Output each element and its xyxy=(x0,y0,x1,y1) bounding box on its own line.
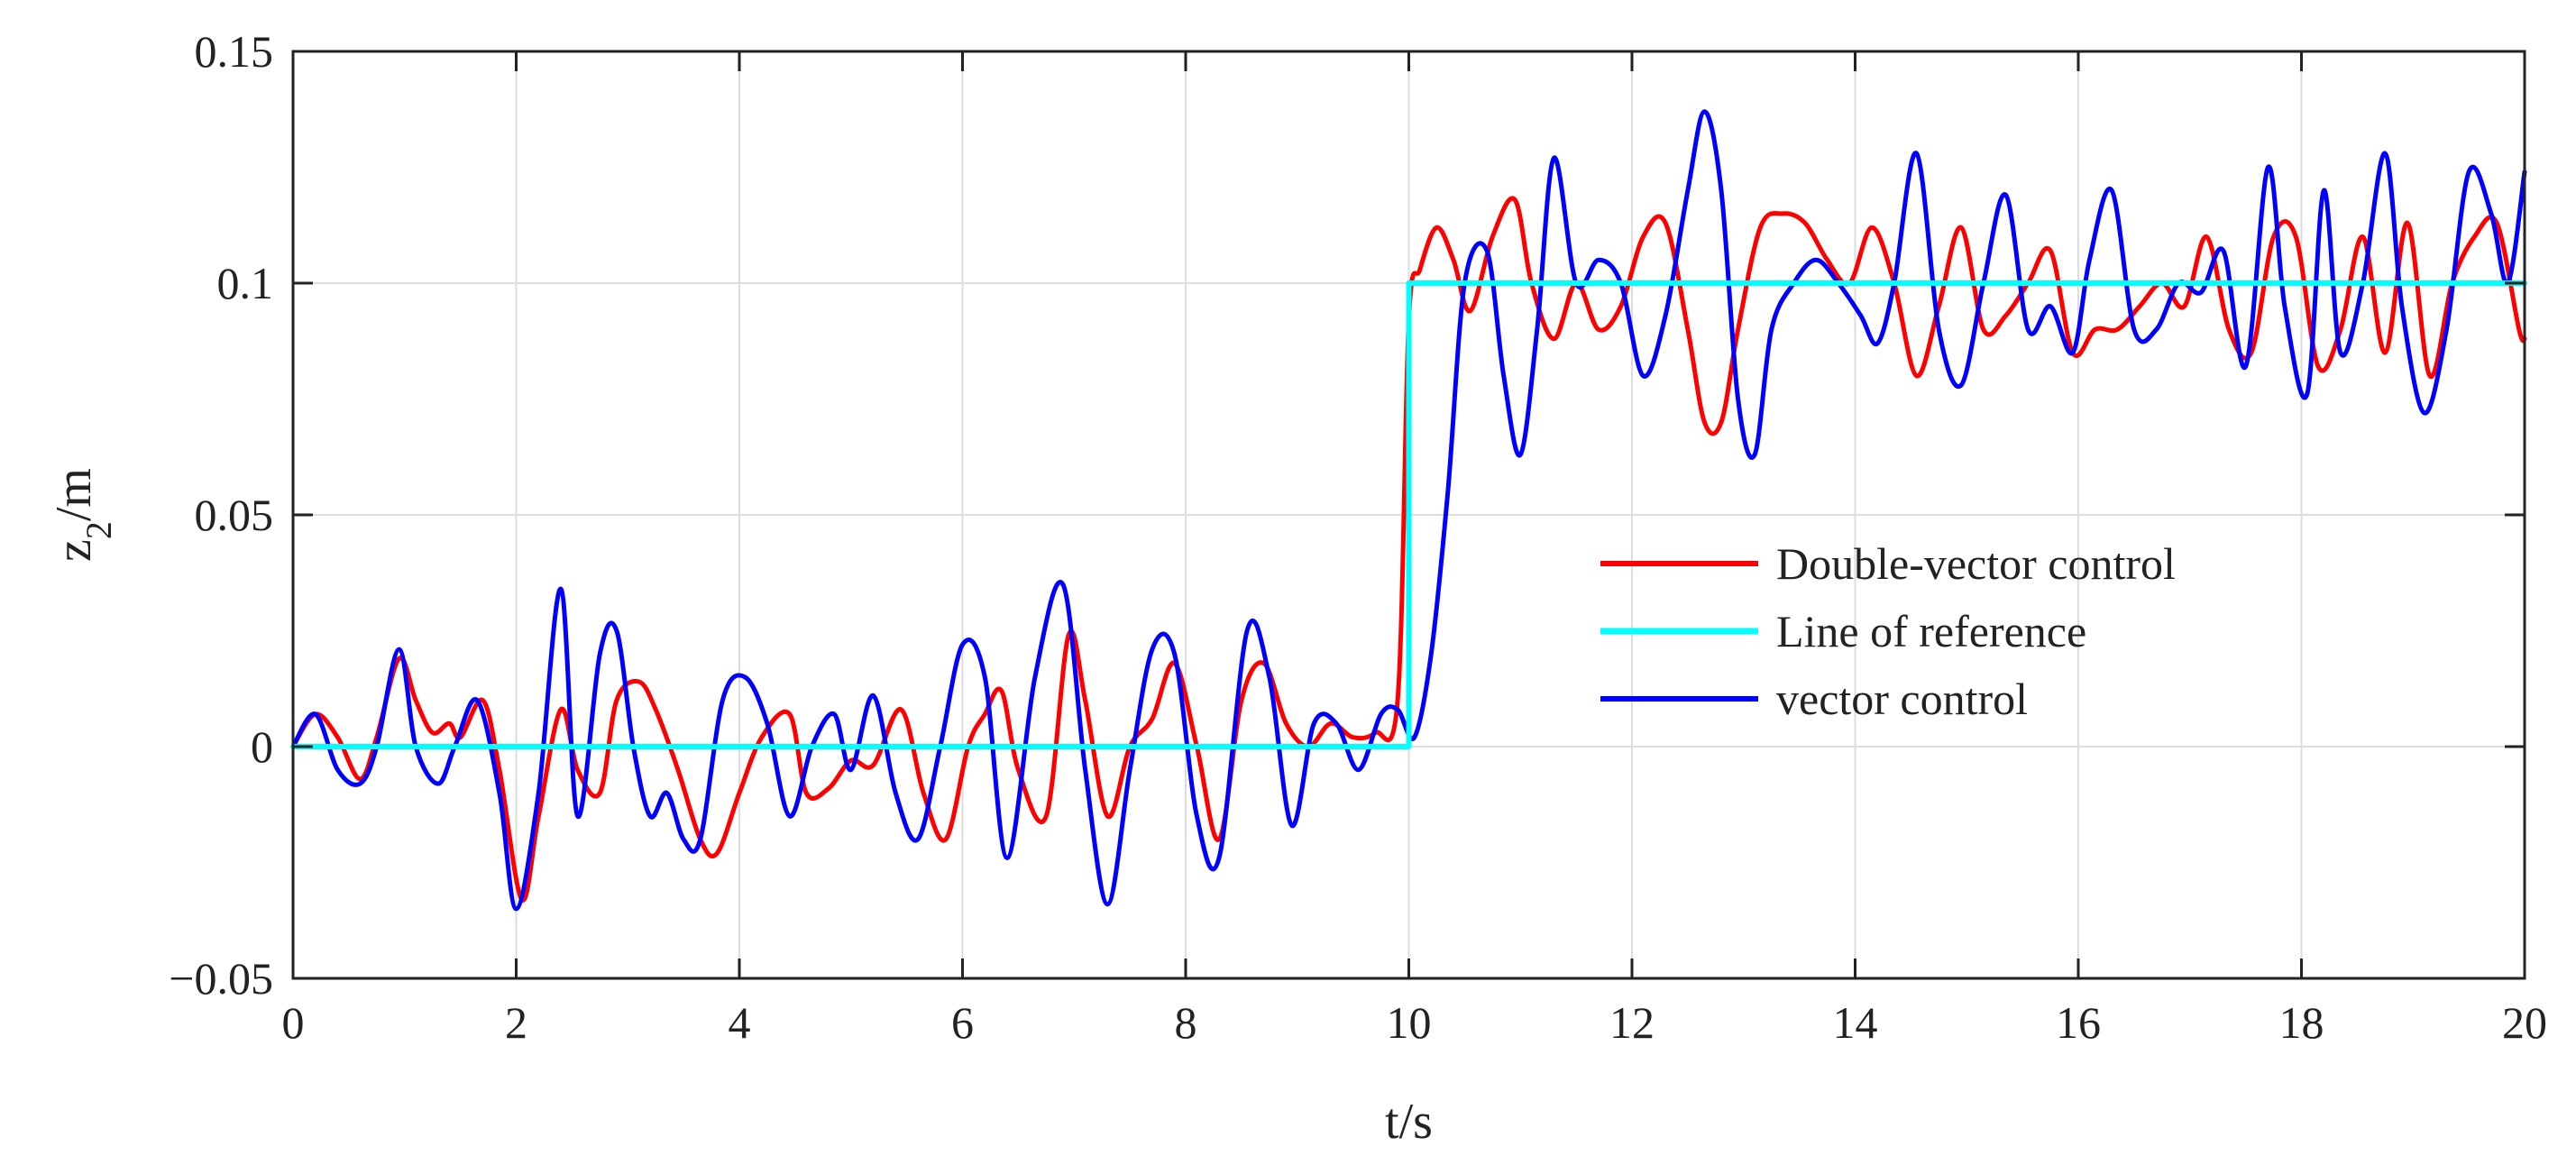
x-tick-label: 6 xyxy=(951,997,974,1048)
x-tick-label: 4 xyxy=(729,997,751,1048)
y-tick-label: 0.15 xyxy=(195,26,274,77)
x-tick-label: 16 xyxy=(2056,997,2101,1048)
axis-labels: t/s z2/m xyxy=(46,468,1433,1150)
y-tick-label: 0.1 xyxy=(217,258,274,308)
y-tick-label: 0.05 xyxy=(195,490,274,540)
y-tick-label: 0 xyxy=(251,721,273,772)
legend-label-double-vector-control: Double-vector control xyxy=(1776,538,2176,589)
x-axis-label: t/s xyxy=(1385,1094,1433,1150)
x-tick-label: 18 xyxy=(2279,997,2324,1048)
legend: Double-vector control Line of reference ve… xyxy=(1600,538,2176,724)
x-tick-label: 8 xyxy=(1175,997,1197,1048)
y-axis-label-subscript: 2 xyxy=(78,521,119,539)
legend-label-line-of-reference: Line of reference xyxy=(1776,606,2086,656)
x-tick-label: 20 xyxy=(2502,997,2547,1048)
x-tick-label: 12 xyxy=(1609,997,1655,1048)
series-line-vector-control xyxy=(290,109,2527,912)
y-axis-label-unit: /m xyxy=(46,468,102,521)
series-line-line-of-reference xyxy=(290,280,2527,749)
legend-label-vector-control: vector control xyxy=(1776,674,2028,724)
x-tick-label: 14 xyxy=(1833,997,1878,1048)
series-lines xyxy=(290,109,2527,912)
x-tick-label: 2 xyxy=(505,997,527,1048)
y-axis-label: z2/m xyxy=(46,468,119,562)
x-tick-label: 10 xyxy=(1387,997,1432,1048)
x-tick-label: 0 xyxy=(282,997,305,1048)
y-tick-label: −0.05 xyxy=(169,953,273,1004)
y-axis-label-main: z xyxy=(46,539,102,562)
